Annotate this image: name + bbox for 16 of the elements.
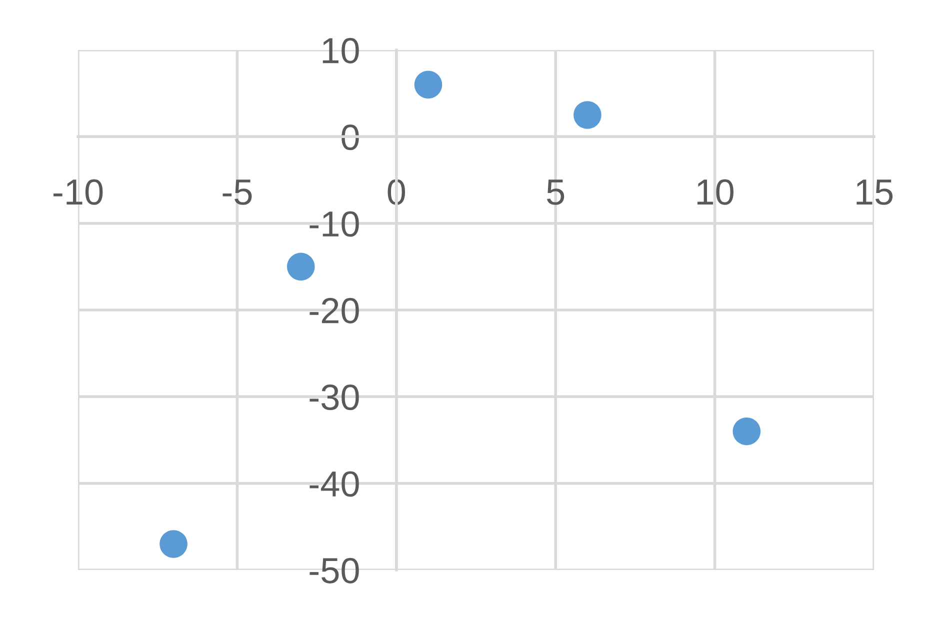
x-tick-label: 5 [547, 180, 564, 205]
x-tick-label: -5 [222, 180, 252, 205]
point [414, 70, 442, 99]
y-tick-label: -50 [310, 558, 359, 584]
y-tick-label: -10 [310, 211, 359, 237]
point [286, 252, 315, 281]
y-tick-label: -30 [310, 384, 359, 410]
x-tick-label: 15 [856, 180, 893, 205]
x-tick-label: -10 [54, 179, 103, 205]
point [732, 417, 761, 446]
y-tick-label: -20 [310, 298, 359, 324]
point [160, 530, 188, 558]
point [574, 101, 602, 129]
x-tick-label: 10 [697, 179, 734, 205]
y-tick-label: 10 [322, 38, 359, 64]
y-tick-label: -40 [310, 471, 359, 497]
